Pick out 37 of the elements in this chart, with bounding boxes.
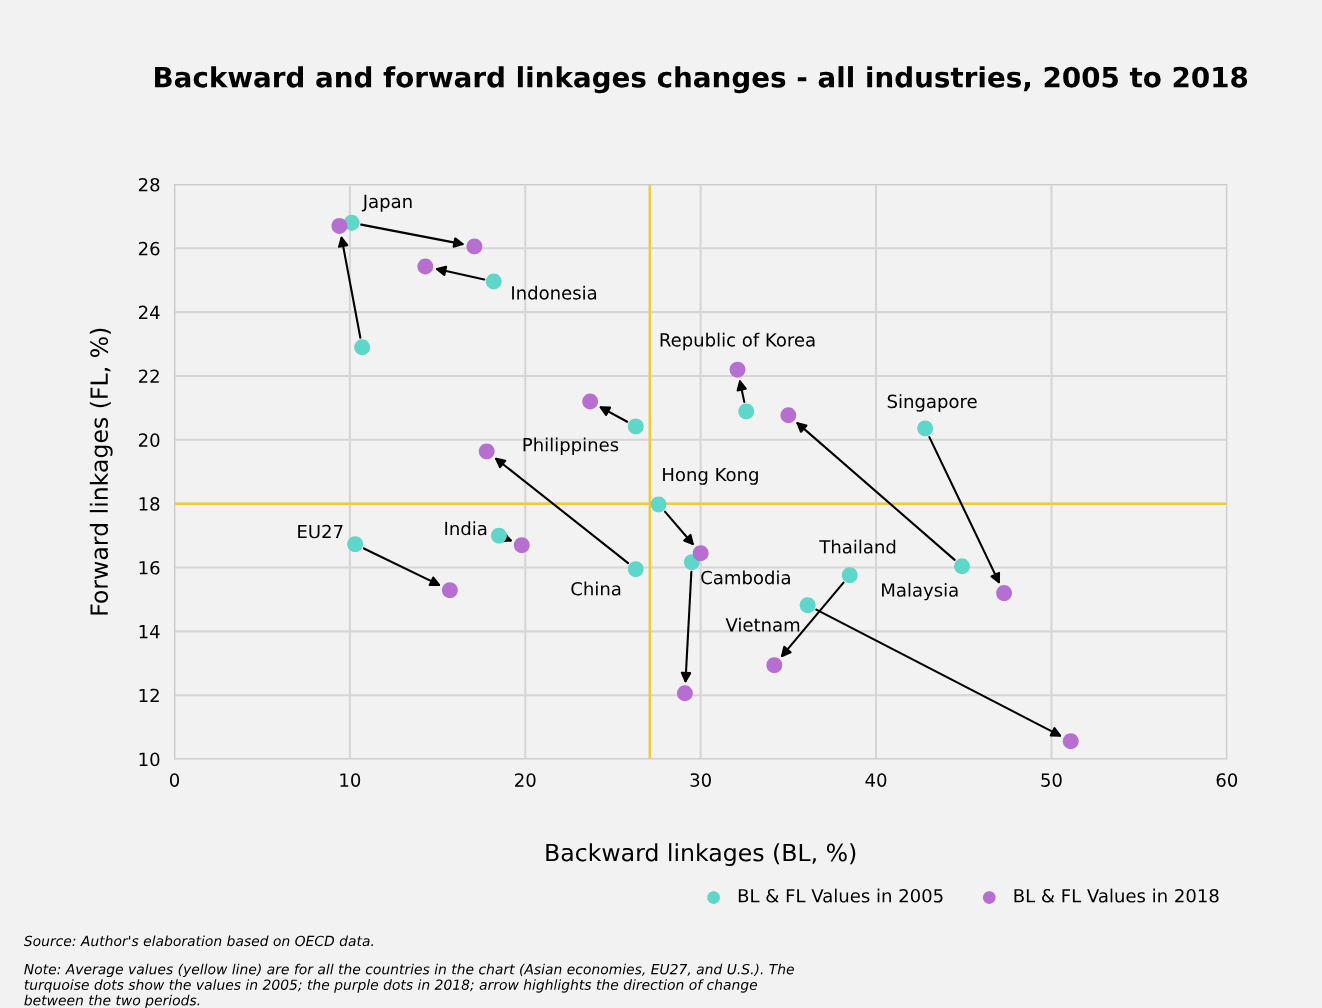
y-tick-label: 26: [138, 241, 160, 256]
annotation: Malaysia: [882, 582, 958, 601]
y-tick-label: 20: [138, 433, 160, 447]
chart-title: Backward and forward linkages changes - all industries, 2005 to 2018: [155, 66, 1248, 94]
legend-label: BL & FL Values in 2018: [1014, 888, 1219, 903]
x-tick-label: 30: [690, 773, 711, 787]
y-tick-label: 28: [138, 177, 160, 192]
y-tick-label: 14: [139, 625, 160, 639]
x-tick-label: 0: [169, 773, 180, 787]
annotation: Hong Kong: [663, 467, 758, 485]
x-tick-label: 10: [340, 773, 361, 787]
annotation: India: [445, 521, 487, 536]
annotation: Japan: [361, 194, 412, 212]
x-axis-title: Backward linkages (BL, %): [546, 843, 856, 867]
y-tick-label: 12: [139, 688, 159, 703]
annotation: EU27: [298, 524, 343, 539]
annotation: Indonesia: [512, 285, 597, 300]
x-tick-label: 20: [515, 773, 536, 787]
annotation: Republic of Korea: [660, 332, 815, 351]
x-tick-label: 60: [1216, 773, 1238, 787]
annotation: Philippines: [523, 437, 619, 455]
y-axis-title: Forward linkages (FL, %): [89, 328, 113, 615]
annotation: Singapore: [887, 394, 977, 412]
y-tick-label: 18: [139, 497, 160, 511]
x-tick-label: 40: [865, 773, 887, 787]
y-tick-label: 16: [139, 560, 160, 575]
annotation: China: [571, 581, 621, 596]
y-tick-label: 10: [139, 752, 160, 767]
annotation: Cambodia: [701, 570, 790, 585]
legend-label: BL & FL Values in 2005: [738, 888, 943, 903]
text: Note: Average values (yellow line) are for all the countries in the chart (Asian economies, EU27, and U.S.). The turquoise dots show the values in 2005; the purple dots in 2018; arrow highlights the direction of change between the two periods.: [24, 963, 794, 1008]
x-tick-label: 50: [1041, 773, 1062, 787]
annotation: Thailand: [819, 539, 896, 554]
source-note: Source: Author's elaboration based on OECD data.: [23, 935, 374, 947]
annotation: Vietnam: [725, 617, 800, 632]
y-tick-label: 22: [138, 369, 159, 383]
y-tick-label: 24: [138, 305, 160, 319]
